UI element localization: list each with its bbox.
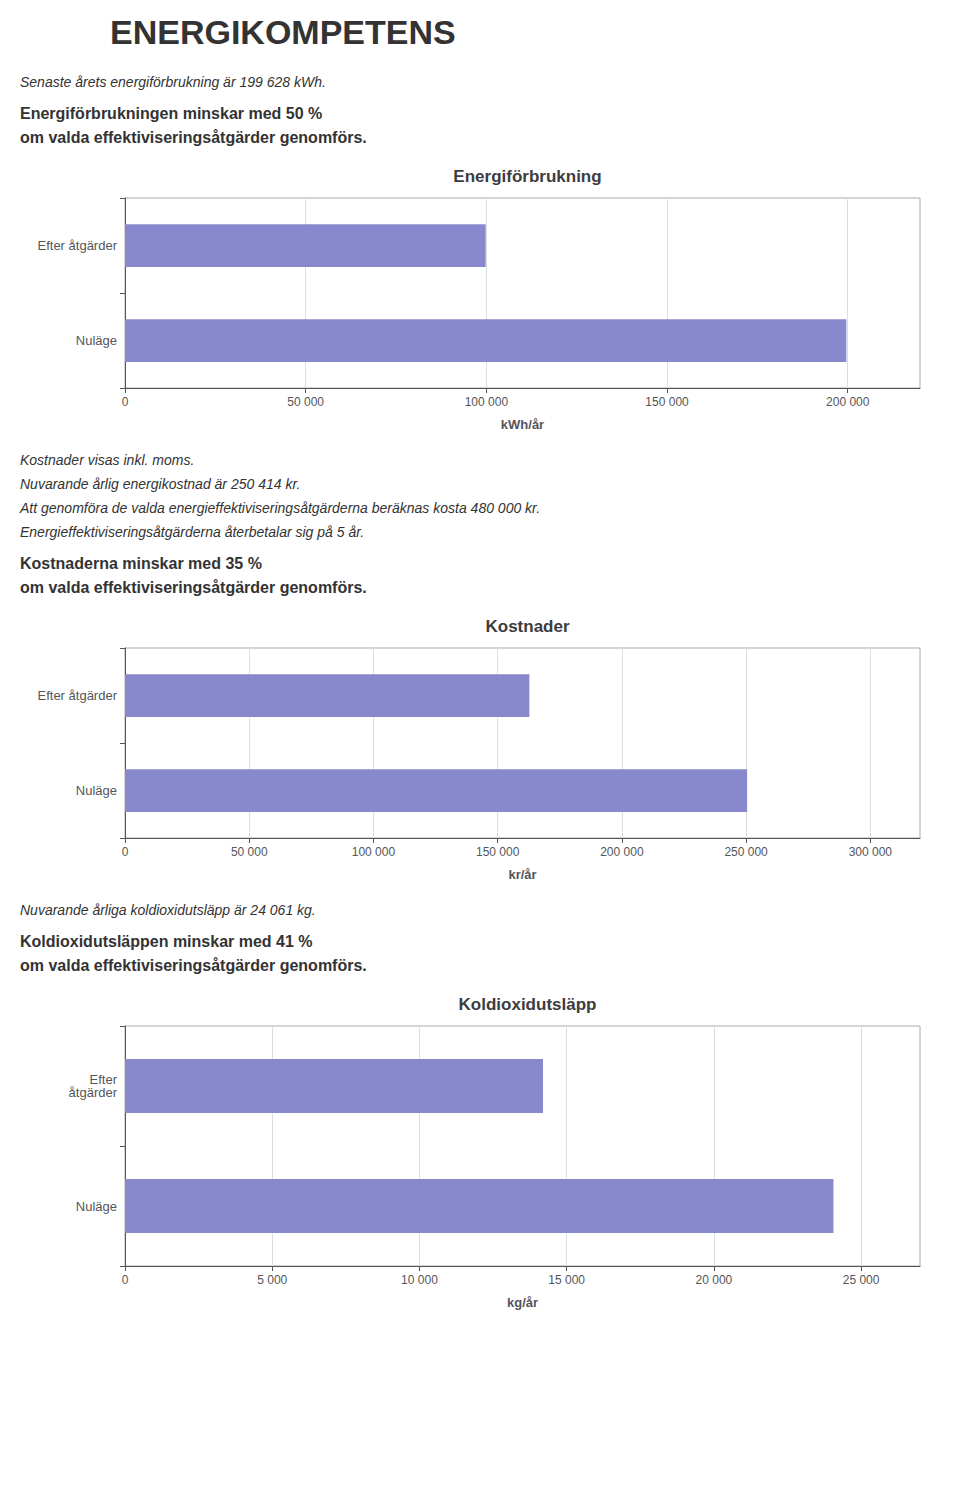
- svg-text:0: 0: [122, 395, 129, 409]
- svg-text:Nuläge: Nuläge: [76, 1199, 117, 1214]
- svg-text:om valda effektiviseringsåtgär: om valda effektiviseringsåtgärder genomf…: [20, 129, 367, 146]
- svg-text:om valda effektiviseringsåtgär: om valda effektiviseringsåtgärder genomf…: [20, 579, 367, 596]
- svg-text:20 000: 20 000: [696, 1273, 733, 1287]
- svg-text:25 000: 25 000: [843, 1273, 880, 1287]
- svg-text:Nuvarande årliga koldioxidutsl: Nuvarande årliga koldioxidutsläpp är 24 …: [20, 902, 316, 918]
- svg-text:åtgärder: åtgärder: [69, 1085, 118, 1100]
- svg-text:300 000: 300 000: [849, 845, 893, 859]
- svg-text:Kostnader: Kostnader: [485, 617, 569, 636]
- svg-text:200 000: 200 000: [600, 845, 644, 859]
- svg-text:Energiförbrukningen minskar me: Energiförbrukningen minskar med 50 %: [20, 105, 322, 122]
- svg-text:5 000: 5 000: [257, 1273, 287, 1287]
- svg-text:250 000: 250 000: [724, 845, 768, 859]
- svg-text:50 000: 50 000: [231, 845, 268, 859]
- svg-text:Att genomföra de valda energie: Att genomföra de valda energieffektivise…: [19, 500, 540, 516]
- svg-text:Efter åtgärder: Efter åtgärder: [38, 238, 118, 253]
- svg-text:100 000: 100 000: [352, 845, 396, 859]
- svg-text:Senaste årets energiförbruknin: Senaste årets energiförbrukning är 199 6…: [20, 74, 326, 90]
- svg-text:150 000: 150 000: [645, 395, 689, 409]
- svg-text:kWh/år: kWh/år: [501, 417, 544, 432]
- svg-text:50 000: 50 000: [287, 395, 324, 409]
- svg-text:Kostnader visas inkl. moms.: Kostnader visas inkl. moms.: [20, 452, 194, 468]
- svg-text:Nuläge: Nuläge: [76, 333, 117, 348]
- svg-text:kr/år: kr/år: [508, 867, 536, 882]
- svg-text:ENERGIKOMPETENS: ENERGIKOMPETENS: [110, 13, 456, 51]
- svg-text:0: 0: [122, 1273, 129, 1287]
- svg-text:0: 0: [122, 845, 129, 859]
- svg-text:Kostnaderna minskar med 35 %: Kostnaderna minskar med 35 %: [20, 555, 262, 572]
- svg-text:kg/år: kg/år: [507, 1295, 538, 1310]
- svg-text:Koldioxidutsläpp: Koldioxidutsläpp: [459, 995, 597, 1014]
- svg-text:100 000: 100 000: [465, 395, 509, 409]
- svg-text:om valda effektiviseringsåtgär: om valda effektiviseringsåtgärder genomf…: [20, 957, 367, 974]
- svg-text:Koldioxidutsläppen minskar med: Koldioxidutsläppen minskar med 41 %: [20, 933, 313, 950]
- svg-text:Energieffektiviseringsåtgärder: Energieffektiviseringsåtgärderna återbet…: [20, 524, 364, 540]
- svg-text:15 000: 15 000: [548, 1273, 585, 1287]
- svg-text:150 000: 150 000: [476, 845, 520, 859]
- svg-text:Energiförbrukning: Energiförbrukning: [453, 167, 601, 186]
- svg-text:Nuvarande årlig energikostnad: Nuvarande årlig energikostnad är 250 414…: [20, 476, 300, 492]
- svg-text:Efter: Efter: [89, 1072, 117, 1087]
- svg-text:Efter åtgärder: Efter åtgärder: [38, 688, 118, 703]
- svg-text:200 000: 200 000: [826, 395, 870, 409]
- svg-text:10 000: 10 000: [401, 1273, 438, 1287]
- svg-text:Nuläge: Nuläge: [76, 783, 117, 798]
